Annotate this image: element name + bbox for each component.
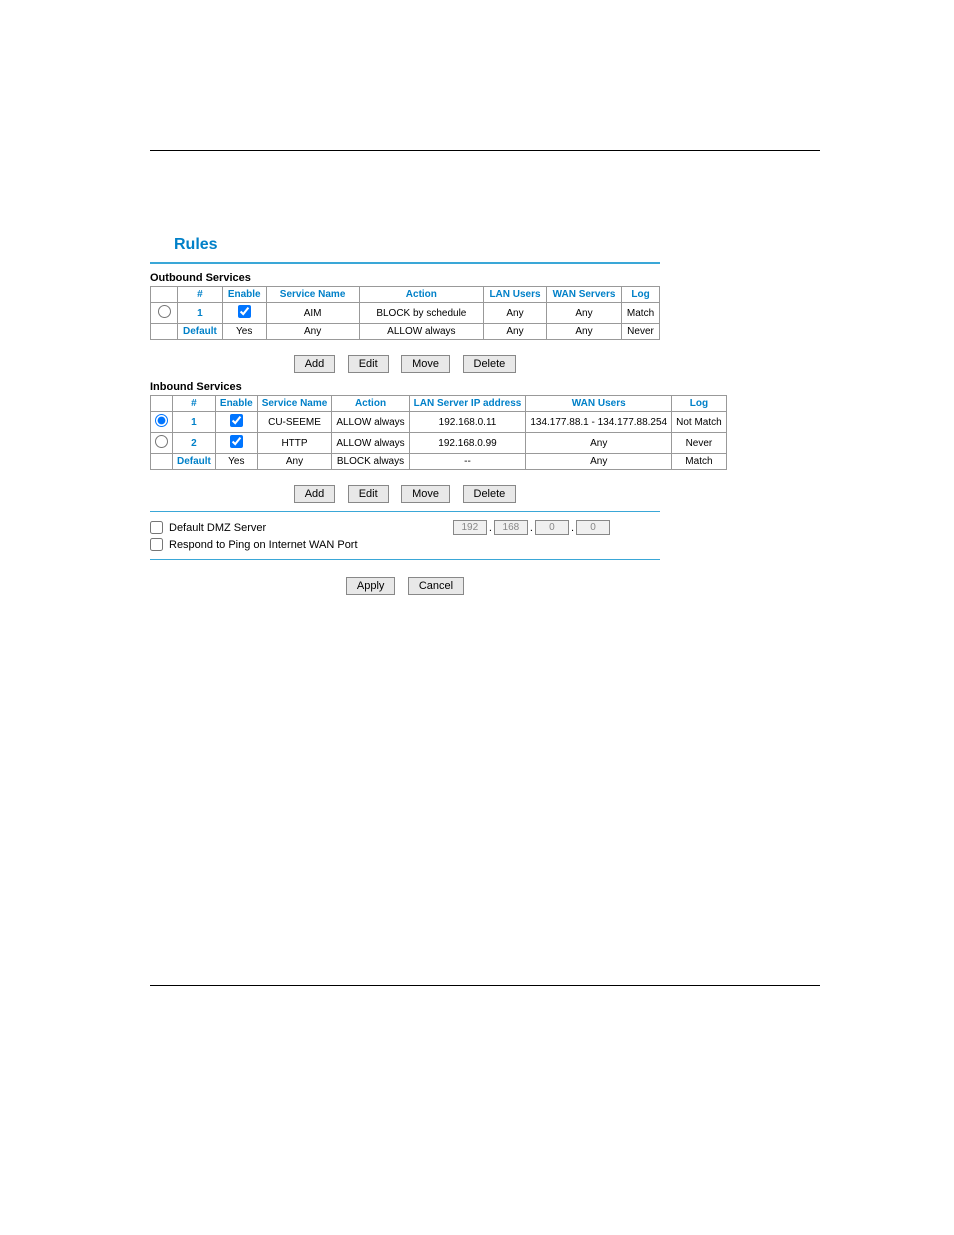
cancel-button[interactable]: Cancel [408,577,464,595]
dmz-ip-octet[interactable] [535,520,569,535]
add-button[interactable]: Add [294,355,336,373]
move-button[interactable]: Move [401,485,450,503]
inbound-row-lanip: 192.168.0.99 [409,433,526,454]
inbound-hdr-num: # [173,396,216,412]
table-row: 1 CU-SEEME ALLOW always 192.168.0.11 134… [151,412,727,433]
top-separator [150,150,820,151]
outbound-row-lan: Any [484,324,547,340]
footer-separator [150,985,820,986]
outbound-row-wan: Any [546,324,621,340]
inbound-row-log: Never [672,433,727,454]
default-dmz-checkbox[interactable] [150,521,163,534]
inbound-row-lanip: 192.168.0.11 [409,412,526,433]
inbound-row-service: HTTP [257,433,332,454]
delete-button[interactable]: Delete [463,485,517,503]
dmz-ip-octet[interactable] [494,520,528,535]
outbound-row-wan: Any [546,303,621,324]
outbound-row-enable[interactable] [238,305,251,318]
inbound-title: Inbound Services [150,381,660,393]
inbound-row-log: Not Match [672,412,727,433]
inbound-hdr-enable: Enable [215,396,257,412]
outbound-hdr-num: # [178,287,223,303]
inbound-row-enable-text: Yes [215,454,257,470]
dmz-ip-group: . . . [453,520,610,535]
inbound-hdr-action: Action [332,396,409,412]
table-row: 2 HTTP ALLOW always 192.168.0.99 Any Nev… [151,433,727,454]
inbound-row-enable[interactable] [230,435,243,448]
inbound-row-wan: 134.177.88.1 - 134.177.88.254 [526,412,672,433]
inbound-row-log: Match [672,454,727,470]
outbound-row-num: 1 [178,303,223,324]
inbound-row-action: ALLOW always [332,412,409,433]
options-bottom-rule [150,559,660,560]
inbound-row-service: Any [257,454,332,470]
move-button[interactable]: Move [401,355,450,373]
inbound-hdr-log: Log [672,396,727,412]
table-row: Default Yes Any ALLOW always Any Any Nev… [151,324,660,340]
inbound-hdr-service: Service Name [257,396,332,412]
dmz-ip-octet[interactable] [453,520,487,535]
dmz-ip-octet[interactable] [576,520,610,535]
inbound-row-radio[interactable] [155,435,168,448]
inbound-row-action: ALLOW always [332,433,409,454]
inbound-row-lanip: -- [409,454,526,470]
outbound-table: # Enable Service Name Action LAN Users W… [150,286,660,340]
outbound-row-radio[interactable] [158,305,171,318]
default-dmz-label: Default DMZ Server [169,522,266,534]
outbound-row-log: Match [622,303,660,324]
table-row: Default Yes Any BLOCK always -- Any Matc… [151,454,727,470]
outbound-row-service: AIM [266,303,359,324]
inbound-row-num: 1 [173,412,216,433]
inbound-row-wan: Any [526,454,672,470]
inbound-table: # Enable Service Name Action LAN Server … [150,395,727,470]
outbound-hdr-log: Log [622,287,660,303]
outbound-row-action: BLOCK by schedule [359,303,483,324]
respond-ping-checkbox[interactable] [150,538,163,551]
outbound-hdr-action: Action [359,287,483,303]
inbound-row-action: BLOCK always [332,454,409,470]
delete-button[interactable]: Delete [463,355,517,373]
outbound-hdr-lan: LAN Users [484,287,547,303]
inbound-row-num: 2 [173,433,216,454]
outbound-title: Outbound Services [150,272,660,284]
inbound-row-wan: Any [526,433,672,454]
inbound-row-num: Default [173,454,216,470]
outbound-row-service: Any [266,324,359,340]
inbound-hdr-wan: WAN Users [526,396,672,412]
respond-ping-label: Respond to Ping on Internet WAN Port [169,539,358,551]
outbound-row-log: Never [622,324,660,340]
inbound-row-enable[interactable] [230,414,243,427]
edit-button[interactable]: Edit [348,355,389,373]
outbound-hdr-wan: WAN Servers [546,287,621,303]
add-button[interactable]: Add [294,485,336,503]
apply-button[interactable]: Apply [346,577,396,595]
outbound-row-num: Default [178,324,223,340]
inbound-row-radio[interactable] [155,414,168,427]
inbound-row-service: CU-SEEME [257,412,332,433]
outbound-hdr-enable: Enable [222,287,266,303]
outbound-row-enable-text: Yes [222,324,266,340]
outbound-row-lan: Any [484,303,547,324]
edit-button[interactable]: Edit [348,485,389,503]
table-row: 1 AIM BLOCK by schedule Any Any Match [151,303,660,324]
page-title: Rules [174,236,804,254]
outbound-row-action: ALLOW always [359,324,483,340]
inbound-hdr-lanip: LAN Server IP address [409,396,526,412]
options-top-rule [150,511,660,512]
outbound-hdr-service: Service Name [266,287,359,303]
title-rule [150,262,660,264]
